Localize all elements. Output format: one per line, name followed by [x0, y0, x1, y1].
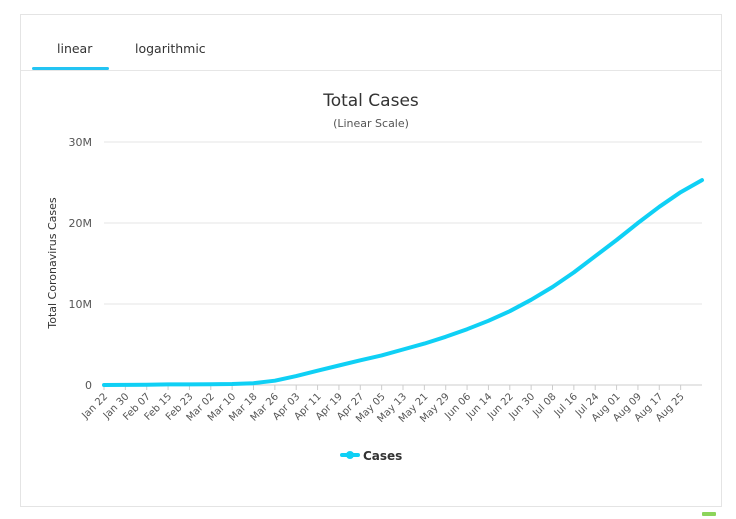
- tab-linear[interactable]: linear: [57, 41, 93, 56]
- y-tick-label: 0: [85, 379, 92, 392]
- scale-tabs: linear logarithmic: [21, 15, 721, 71]
- legend-label-cases: Cases: [363, 449, 402, 463]
- y-tick-label: 10M: [69, 298, 93, 311]
- chart-title: Total Cases: [322, 91, 419, 111]
- x-tick-label: Jul 08: [530, 391, 558, 419]
- legend[interactable]: Cases: [340, 449, 402, 463]
- y-axis-ticks: 0 10M 20M 30M: [69, 136, 93, 392]
- corner-marker: [702, 512, 716, 516]
- y-axis-label: Total Coronavirus Cases: [46, 197, 59, 330]
- tab-logarithmic[interactable]: logarithmic: [135, 41, 206, 56]
- chart-card: linear logarithmic: [20, 14, 722, 507]
- chart-subtitle: (Linear Scale): [333, 117, 409, 130]
- x-tick-label: Jul 16: [552, 391, 580, 419]
- y-tick-label: 30M: [69, 136, 93, 149]
- legend-marker: [346, 451, 354, 459]
- active-tab-indicator: [32, 67, 109, 70]
- y-tick-label: 20M: [69, 217, 93, 230]
- series-line-cases: [102, 178, 704, 387]
